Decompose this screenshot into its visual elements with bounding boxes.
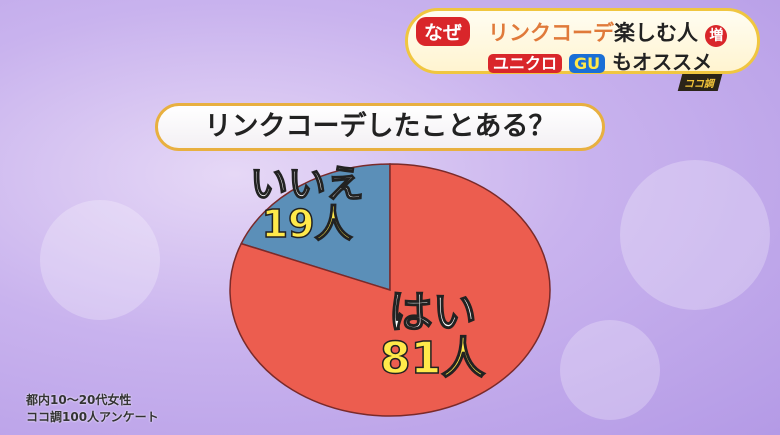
slice-label-yes: はい 81人 <box>379 287 486 385</box>
naze-tag: なぜ <box>416 17 471 46</box>
no-value: 19人 <box>261 201 353 246</box>
pie-slice-no <box>240 163 391 292</box>
slice-label-no: いいえ 19人 <box>249 162 365 246</box>
survey-target: 都内10～20代女性 <box>26 393 132 407</box>
survey-source: ココ調100人アンケート <box>26 410 159 424</box>
increase-badge: 増 <box>705 25 728 47</box>
brand-gu: GU <box>568 54 606 73</box>
brand-uniqlo: ユニクロ <box>488 54 563 73</box>
chart-title: リンクコーデしたことある？ <box>155 103 605 151</box>
headline-accent: リンクコーデ <box>488 21 614 45</box>
footnote: 都内10～20代女性 ココ調100人アンケート <box>26 392 159 426</box>
yes-label: はい <box>388 287 478 338</box>
headline-banner: なぜ リンクコーデ楽しむ人 増 ユニクロ GU もオススメ <box>405 8 760 74</box>
no-label: いいえ <box>249 162 365 206</box>
pie-slice-yes <box>229 163 551 417</box>
headline-line2: もオススメ <box>612 50 713 74</box>
yes-value: 81人 <box>379 333 486 385</box>
headline-rest: 楽しむ人 <box>614 21 698 45</box>
